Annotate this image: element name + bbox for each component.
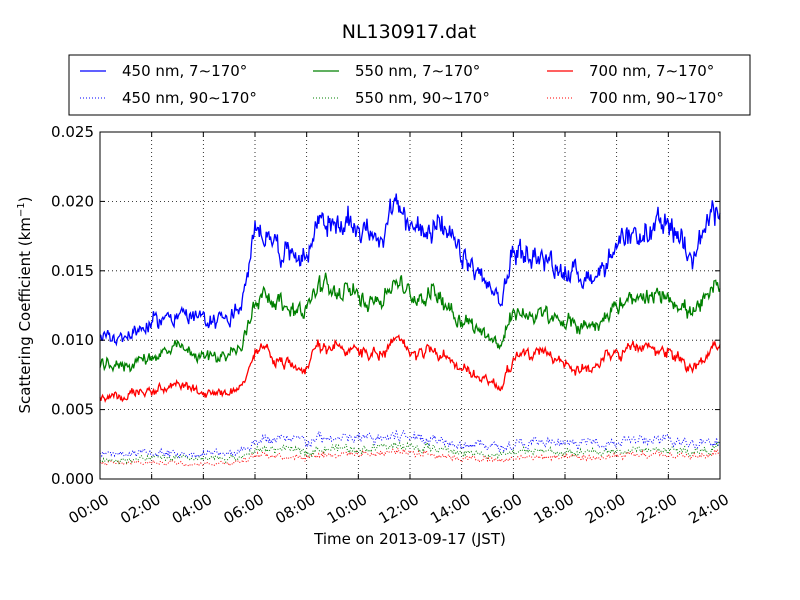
- series-line: [99, 334, 721, 404]
- legend-label: 450 nm, 90∼170°: [122, 89, 257, 107]
- plot-area: 00:00 02:00 04:00 06:00 08:00 10:00 12:00 14:00…: [51, 123, 732, 527]
- y-tick-label: 0.020: [51, 192, 94, 210]
- y-axis-label-sup: −1: [16, 202, 27, 217]
- x-axis-label: Time on 2013-09-17 (JST): [313, 530, 506, 548]
- y-tick-label: 0.015: [51, 262, 94, 280]
- series-line: [99, 429, 721, 460]
- y-tick-label: 0.005: [51, 401, 94, 419]
- legend-label: 700 nm, 90∼170°: [589, 89, 724, 107]
- y-axis-label-close: ): [16, 196, 34, 202]
- y-tick-label: 0.010: [51, 331, 94, 349]
- legend-frame: [68, 54, 751, 116]
- series-layer: [99, 193, 721, 468]
- y-tick-label: 0.025: [51, 123, 94, 141]
- series-line: [99, 272, 721, 373]
- chart-title: NL130917.dat: [342, 21, 477, 43]
- y-axis-label: Scattering Coefficient (km−1): [16, 196, 34, 413]
- series-line: [99, 440, 721, 465]
- series-line: [99, 193, 721, 347]
- legend-label: 450 nm, 7∼170°: [122, 62, 247, 80]
- legend-label: 700 nm, 7∼170°: [589, 62, 714, 80]
- y-axis-label-main: Scattering Coefficient (km: [16, 217, 34, 413]
- legend-label: 550 nm, 90∼170°: [355, 89, 490, 107]
- legend: 450 nm, 7∼170° 450 nm, 90∼170° 550 nm, 7∼1…: [68, 54, 751, 116]
- legend-label: 550 nm, 7∼170°: [355, 62, 480, 80]
- y-tick-label: 0.000: [51, 470, 94, 488]
- grid: [100, 132, 720, 479]
